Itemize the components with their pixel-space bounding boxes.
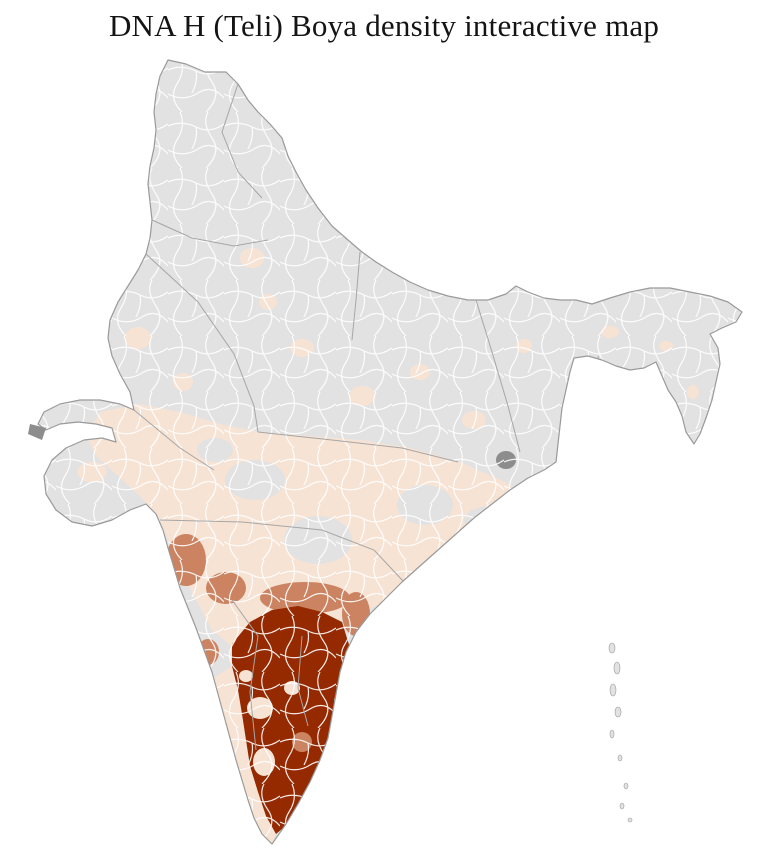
- island[interactable]: [623, 782, 629, 790]
- island[interactable]: [609, 729, 615, 739]
- island[interactable]: [627, 817, 633, 823]
- district-borders-mesh: [38, 60, 742, 844]
- map-title: DNA H (Teli) Boya density interactive ma…: [108, 8, 660, 43]
- region-dark-gray-kutch-speck[interactable]: [28, 424, 46, 440]
- island[interactable]: [608, 642, 616, 654]
- island[interactable]: [613, 661, 621, 675]
- island[interactable]: [617, 754, 623, 762]
- island[interactable]: [609, 683, 617, 697]
- andaman-nicobar-islands[interactable]: [608, 642, 633, 823]
- district-region[interactable]: [450, 540, 494, 572]
- island[interactable]: [614, 706, 622, 718]
- density-regions[interactable]: [0, 52, 768, 855]
- island[interactable]: [619, 802, 625, 810]
- india-choropleth-map[interactable]: [0, 52, 768, 855]
- india-map-svg[interactable]: [0, 52, 768, 855]
